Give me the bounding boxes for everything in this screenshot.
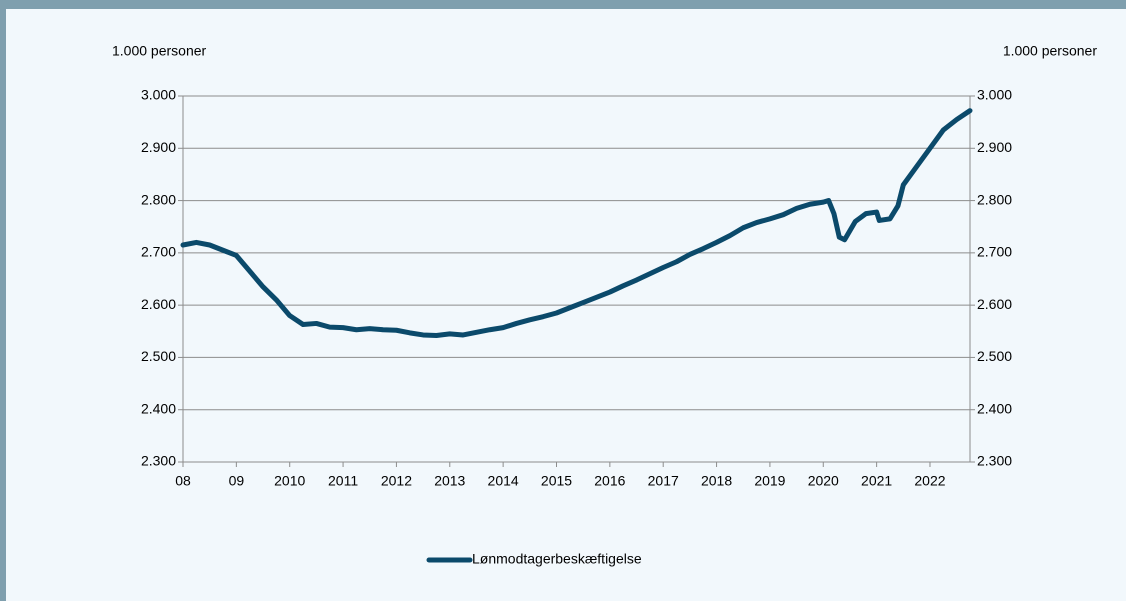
y2-axis-label: 1.000 personer — [1003, 43, 1098, 59]
x-tick-label: 2011 — [328, 473, 358, 489]
x-tick-label: 2021 — [861, 473, 892, 489]
y-tick-label: 2.700 — [141, 244, 176, 260]
x-tick-label: 2013 — [434, 473, 465, 489]
x-tick-label: 2017 — [648, 473, 679, 489]
x-tick-label: 2015 — [541, 473, 572, 489]
line-series — [180, 108, 973, 338]
y-tick-label: 3.000 — [141, 87, 176, 103]
x-tick-label: 2010 — [274, 473, 305, 489]
y2-tick-label: 2.800 — [977, 191, 1012, 207]
y2-tick-label: 2.600 — [977, 296, 1012, 312]
y-tick-label: 2.300 — [141, 453, 176, 469]
x-tick-label: 2022 — [914, 473, 945, 489]
x-tick-label: 2020 — [808, 473, 839, 489]
left-border — [0, 0, 6, 601]
x-tick-label: 2018 — [701, 473, 732, 489]
x-tick-label: 2014 — [488, 473, 519, 489]
y-tick-label: 2.400 — [141, 400, 176, 416]
y-tick-label: 2.800 — [141, 191, 176, 207]
legend-label: Lønmodtagerbeskæftigelse — [472, 551, 642, 567]
x-tick-label: 2016 — [594, 473, 625, 489]
y2-tick-label: 2.500 — [977, 348, 1012, 364]
y2-tick-label: 2.700 — [977, 244, 1012, 260]
y-tick-label: 2.600 — [141, 296, 176, 312]
x-tick-label: 2019 — [754, 473, 785, 489]
header-band — [0, 0, 1126, 9]
x-tick-label: 08 — [175, 473, 191, 489]
x-tick-label: 09 — [229, 473, 245, 489]
y2-tick-label: 2.300 — [977, 453, 1012, 469]
y-tick-label: 2.900 — [141, 139, 176, 155]
y-tick-label: 2.500 — [141, 348, 176, 364]
x-tick-label: 2012 — [381, 473, 412, 489]
y2-tick-label: 2.400 — [977, 400, 1012, 416]
y-axis-label: 1.000 personer — [112, 43, 207, 59]
y2-tick-label: 2.900 — [977, 139, 1012, 155]
y2-tick-label: 3.000 — [977, 87, 1012, 103]
